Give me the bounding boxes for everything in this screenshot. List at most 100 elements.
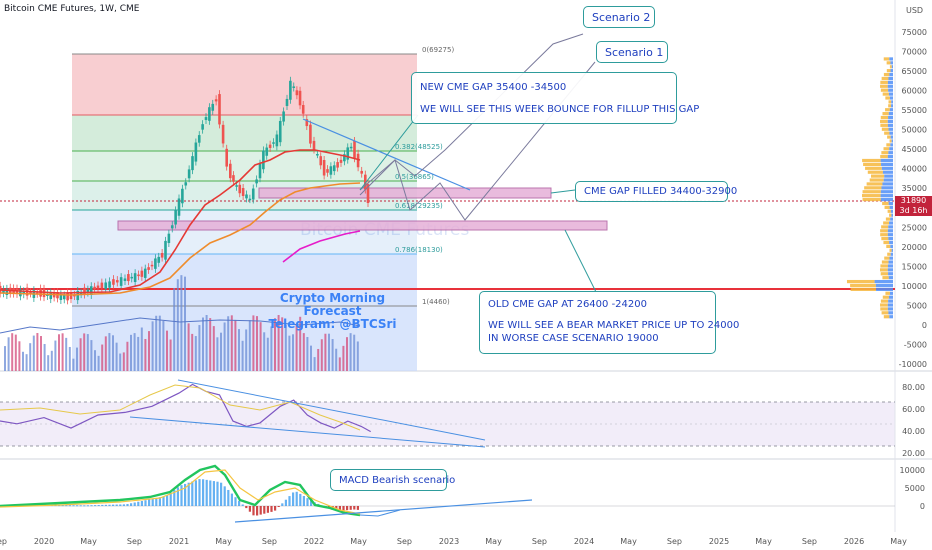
connector-old-gap xyxy=(564,229,597,293)
volume-profile-bar xyxy=(862,197,881,202)
old-gap-line-1: OLD CME GAP AT 26400 -24200 xyxy=(488,299,647,310)
candle-body xyxy=(167,233,171,244)
macd-bearish-callout[interactable]: MACD Bearish scenario xyxy=(330,469,455,491)
candle-body xyxy=(232,175,235,182)
volume-profile-bar xyxy=(884,205,890,209)
macd-trendline[interactable] xyxy=(234,499,533,523)
cme-gap-lower[interactable] xyxy=(117,220,608,231)
volume-bar xyxy=(331,339,334,371)
candle-body xyxy=(343,154,346,162)
time-tick-label: May xyxy=(620,537,637,546)
rsi-trendline-upper[interactable] xyxy=(177,379,486,441)
candle-body xyxy=(89,286,93,295)
volume-bar xyxy=(86,334,89,371)
candle-body xyxy=(235,185,238,187)
candle-body xyxy=(115,280,119,283)
candle-body xyxy=(336,162,339,168)
macd-bar xyxy=(166,495,169,506)
candle-body xyxy=(258,163,262,179)
old-cme-gap-callout[interactable]: OLD CME GAP AT 26400 -24200 WE WILL SEE … xyxy=(479,291,739,354)
volume-profile-bar xyxy=(888,201,893,206)
volume-profile-bar xyxy=(888,295,893,299)
time-tick-label: 2021 xyxy=(169,537,189,546)
candle-body xyxy=(147,267,150,270)
volume-bar xyxy=(155,315,158,371)
macd-bar xyxy=(353,506,356,510)
macd-bar xyxy=(68,505,71,507)
price-tick-label: 5000 xyxy=(907,301,927,310)
volume-profile-bar xyxy=(883,72,890,77)
volume-profile-bar xyxy=(881,76,889,81)
candle-body xyxy=(298,90,302,106)
volume-bar xyxy=(241,340,244,371)
macd-bar xyxy=(306,498,309,506)
time-tick-label: May xyxy=(215,537,232,546)
time-tick-label: May xyxy=(80,537,97,546)
candle-body xyxy=(251,188,255,200)
volume-bar xyxy=(101,344,104,371)
volume-bar xyxy=(104,336,107,371)
macd-bar xyxy=(342,506,345,511)
candle-body xyxy=(177,198,181,216)
volume-profile-bar xyxy=(890,217,893,221)
downtrend-line[interactable] xyxy=(302,118,471,191)
volume-bar xyxy=(346,337,348,371)
volume-bar xyxy=(18,341,21,371)
time-axis: Sep 2020 May Sep 2021 May Sep 2022 May Sep 2023 May… xyxy=(0,537,907,546)
candle-body xyxy=(349,146,353,149)
candle-body xyxy=(353,140,356,159)
volume-bar xyxy=(324,333,327,371)
volume-bar xyxy=(137,336,140,371)
volume-bar xyxy=(119,353,122,371)
volume-profile-bar xyxy=(890,143,893,147)
price-tick-label: 10000 xyxy=(902,282,927,291)
volume-bar xyxy=(166,330,168,371)
new-cme-gap-callout[interactable]: NEW CME GAP 35400 -34500 WE WILL SEE THI… xyxy=(411,72,700,124)
volume-profile-bar xyxy=(891,104,893,108)
volume-bar xyxy=(220,332,222,371)
fib-labels: 0(69275) 0.382(48525) 0.5(36865) 0.618(2923… xyxy=(395,46,454,306)
candle-body xyxy=(2,289,5,294)
candle-body xyxy=(316,153,319,156)
volume-profile-bar xyxy=(887,307,893,311)
candle-body xyxy=(49,292,53,300)
macd-bar xyxy=(187,482,190,506)
volume-profile-bar xyxy=(883,315,890,319)
price-tick-label: 65000 xyxy=(902,67,927,76)
macd-bar xyxy=(356,506,359,510)
candle-body xyxy=(130,276,134,279)
candle-body xyxy=(123,278,127,281)
price-tick-label: 20000 xyxy=(902,243,927,252)
fib-level-label: 0(69275) xyxy=(422,46,454,54)
macd-bar xyxy=(148,499,151,506)
candle-body xyxy=(329,166,333,175)
volume-profile-bar xyxy=(850,287,877,291)
scenario-path-1[interactable] xyxy=(359,61,596,221)
scenario-1-callout[interactable]: Scenario 1 xyxy=(596,41,668,63)
macd-bar xyxy=(216,481,219,506)
volume-profile-bar xyxy=(881,237,889,241)
candle-body xyxy=(83,287,86,295)
rsi-trendline-lower[interactable] xyxy=(129,416,486,448)
volume-profile-bar xyxy=(862,194,881,198)
scenario-2-callout[interactable]: Scenario 2 xyxy=(583,6,655,28)
gap-filled-callout[interactable]: CME GAP FILLED 34400-32900 xyxy=(575,181,737,202)
macd-bar xyxy=(209,480,212,506)
volume-bar xyxy=(158,315,161,371)
scenario-path-2[interactable] xyxy=(359,33,584,191)
macd-bar xyxy=(122,504,125,506)
candle-body xyxy=(86,289,90,293)
chart-title: Bitcoin CME Futures, 1W, CME xyxy=(4,4,140,14)
candle-body xyxy=(197,135,201,143)
volume-profile-bar xyxy=(882,201,889,206)
new-gap-line-2: WE WILL SEE THIS WEEK BOUNCE FOR FILLUP … xyxy=(420,104,700,115)
volume-profile-bar xyxy=(883,147,890,151)
volume-bar xyxy=(11,333,14,371)
volume-bars xyxy=(4,275,359,371)
macd-bar xyxy=(245,506,248,509)
volume-bar xyxy=(162,320,165,371)
scenario-1-label: Scenario 1 xyxy=(605,46,664,59)
volume-profile-bar xyxy=(875,283,893,288)
volume-bar xyxy=(72,358,75,371)
volume-bar xyxy=(248,320,251,371)
